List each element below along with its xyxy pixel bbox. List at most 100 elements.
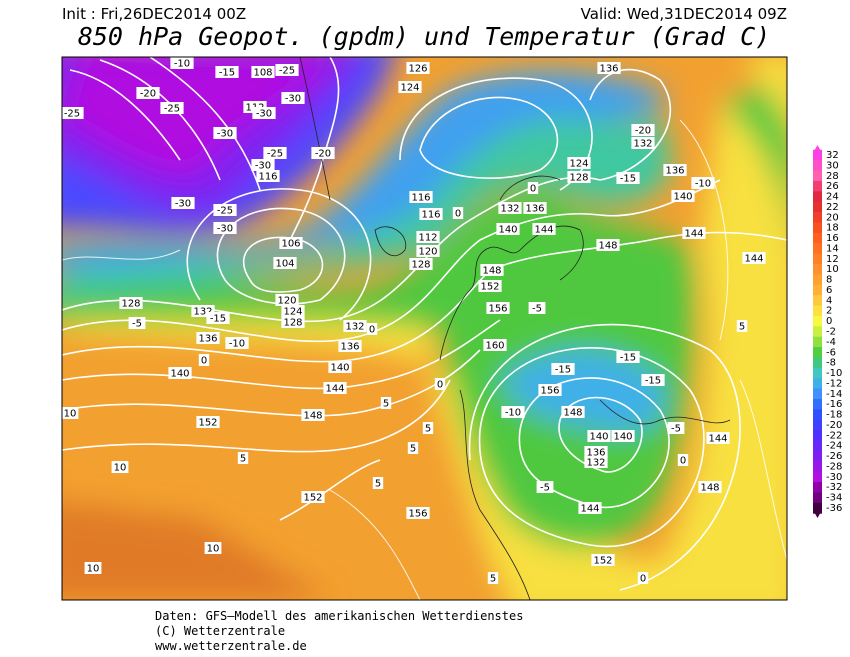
contour-label: 136 [665,166,684,177]
contour-label-box [616,351,640,363]
contour-label: -15 [210,314,226,325]
colorbar-label: -18 [826,410,842,421]
contour-label-box [281,316,305,328]
contour-label: 120 [277,296,296,307]
contour-label: 148 [598,241,617,252]
contour-label: 5 [425,424,431,435]
contour-label: -30 [175,199,191,210]
colorbar-swatch [813,191,822,203]
colorbar-label: -12 [826,378,842,389]
contour-label-box [523,202,547,214]
contour-label: 0 [530,184,536,195]
contour-label-box [237,452,249,464]
contour-label: 144 [325,384,344,395]
contour-label-box [631,137,655,149]
colorbar-label: -36 [826,503,842,514]
contour-label-box [338,340,362,352]
colorbar-swatch [813,149,822,161]
contour-label: -5 [671,424,681,435]
contour-label: 108 [253,68,272,79]
contour-label-box [501,406,525,418]
contour-label: -30 [255,161,271,172]
colorbar-label: -32 [826,482,842,493]
footer-copyright: (C) Wetterzentrale [155,624,285,638]
contour-label: 5 [410,444,416,455]
contour-label: 140 [613,432,632,443]
contour-label: 116 [421,210,440,221]
contour-label: 148 [700,483,719,494]
contour-label: 136 [599,64,618,75]
contour-label-box [213,127,237,139]
contour-label-box [198,354,210,366]
colorbar-swatch [813,419,822,431]
contour-label-box [422,422,434,434]
contour-label: 148 [563,408,582,419]
contour-label-box [587,430,611,442]
colorbar-label: -24 [826,441,842,452]
contour-label: 144 [708,434,727,445]
contour-label-box [637,572,649,584]
contour-label: 140 [170,369,189,380]
contour-label-box [256,170,280,182]
contour-label-box [532,223,556,235]
colorbar-label: -4 [826,337,836,348]
contour-label: -15 [219,68,235,79]
contour-label: 136 [525,204,544,215]
map-frame [61,56,788,601]
colorbar-swatch [813,388,822,400]
contour-label-box [301,491,325,503]
contour-label-box [667,422,685,434]
colorbar-label: 24 [826,192,839,203]
contour-label-box [273,257,297,269]
contour-label: -25 [164,104,180,115]
contour-label: 116 [258,172,277,183]
contour-label-box [62,407,79,419]
colorbar-label: 30 [826,160,839,171]
contour-label-box [213,222,237,234]
contour-label: -5 [532,304,542,315]
contour-label-box [119,297,143,309]
colorbar-swatch [813,232,822,244]
contour-label: -15 [620,174,636,185]
contour-label: 0 [369,325,375,336]
contour-label: 128 [283,318,302,329]
contour-label: 120 [418,247,437,258]
colorbar-label: -30 [826,472,842,483]
contour-label-box [677,454,689,466]
contour-label: -30 [217,129,233,140]
contour-label: 116 [411,193,430,204]
colorbar-label: 26 [826,181,839,192]
contour-label-box [416,245,440,257]
contour-label: 156 [488,304,507,315]
colorbar-label: 8 [826,275,832,286]
contour-label-box [567,171,591,183]
contour-label-box [706,432,730,444]
contour-label-box [671,190,695,202]
contour-label-box [279,237,303,249]
contour-label: 140 [673,192,692,203]
contour-label: -15 [620,353,636,364]
contour-label-box [742,252,766,264]
contour-label-box [204,542,222,554]
colorbar-swatch [813,492,822,504]
contour-label: 140 [330,363,349,374]
contour-label-box [225,337,249,349]
contour-label: 128 [411,260,430,271]
contour-label-box [561,406,585,418]
contour-label-box [611,430,635,442]
colorbar-label: -22 [826,430,842,441]
contour-label-box [62,107,84,119]
contour-label-box [578,502,602,514]
colorbar-swatch [813,461,822,473]
colorbar-swatch [813,398,822,410]
colorbar: 32302826242220181614121086420-2-4-6-8-10… [813,145,842,518]
contour-label-box [698,481,722,493]
valid-time: Valid: Wed,31DEC2014 09Z [581,5,787,23]
contour-label-box [160,102,184,114]
contour-label-box [616,172,640,184]
colorbar-swatch [813,336,822,348]
colorbar-swatch [813,284,822,296]
colorbar-label: -26 [826,451,842,462]
contour-label-box [452,207,464,219]
colorbar-label: 0 [826,316,832,327]
